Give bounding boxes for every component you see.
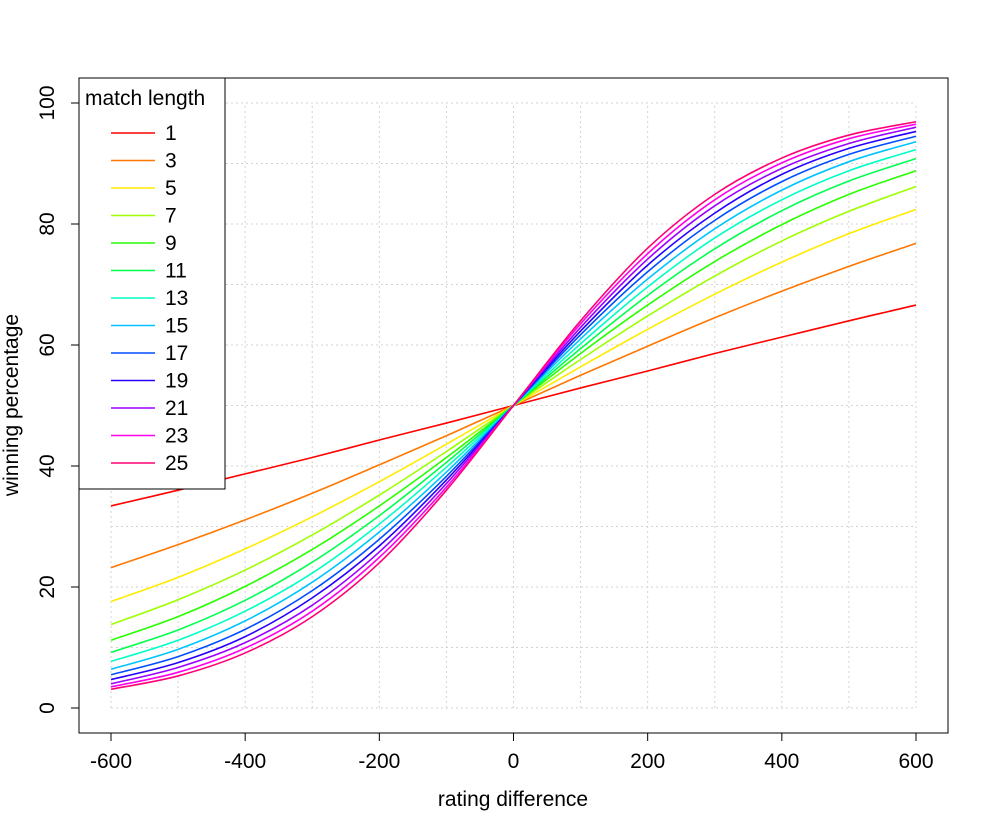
y-tick-label: 80 — [36, 212, 59, 235]
curves — [110, 120, 917, 691]
y-tick-label: 100 — [36, 85, 59, 120]
legend-label: 5 — [165, 177, 177, 200]
legend-label: 17 — [165, 342, 188, 365]
legend-label: 9 — [165, 232, 177, 255]
x-tick-label: 0 — [508, 750, 520, 773]
legend-box — [78, 77, 226, 490]
y-tick-label: 40 — [36, 454, 59, 477]
legend-label: 7 — [165, 205, 177, 228]
legend-label: 23 — [165, 425, 188, 448]
y-tick-label: 0 — [36, 702, 59, 714]
legend-label: 25 — [165, 452, 188, 475]
legend-label: 11 — [165, 260, 187, 283]
x-tick-label: 400 — [764, 750, 799, 773]
x-tick-label: 600 — [898, 750, 933, 773]
legend-label: 1 — [165, 122, 177, 145]
series-line-25 — [110, 120, 917, 691]
legend-label: 19 — [165, 370, 188, 393]
x-axis: -600 -400 -200 0 200 400 600 — [90, 732, 934, 773]
y-axis-label: winning percentage — [0, 314, 23, 497]
x-tick-label: -600 — [90, 750, 132, 773]
legend-title: match length — [85, 87, 205, 110]
x-tick-label: -200 — [358, 750, 400, 773]
y-tick-label: 60 — [36, 333, 59, 356]
y-axis: 0 20 40 60 80 100 — [36, 85, 80, 714]
legend-label: 3 — [165, 150, 177, 173]
legend-label: 21 — [165, 397, 188, 420]
x-axis-label: rating difference — [438, 788, 588, 811]
legend-label: 13 — [165, 287, 188, 310]
x-tick-label: 200 — [630, 750, 665, 773]
grid — [110, 102, 917, 709]
y-tick-label: 20 — [36, 575, 59, 598]
legend-label: 15 — [165, 315, 188, 338]
x-tick-label: -400 — [224, 750, 266, 773]
